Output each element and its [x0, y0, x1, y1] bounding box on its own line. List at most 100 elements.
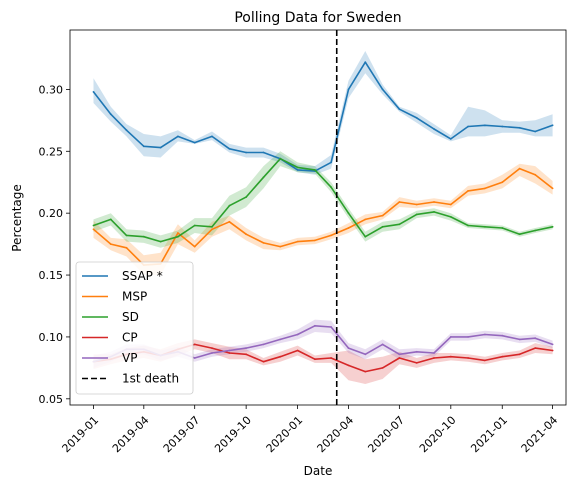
point-series-1-25: [519, 168, 521, 170]
point-series-0-26: [534, 131, 536, 133]
point-series-4-27: [552, 344, 554, 346]
point-series-2-27: [552, 226, 554, 228]
y-tick-label-1: 0.10: [39, 331, 64, 344]
point-series-4-13: [314, 325, 316, 327]
legend-label-3: CP: [122, 331, 138, 345]
point-series-1-8: [229, 221, 231, 223]
point-series-3-12: [297, 350, 299, 352]
x-tick-label-7: 2020-10: [417, 414, 459, 456]
point-series-2-11: [279, 158, 281, 160]
point-series-2-24: [501, 227, 503, 229]
band-series-0: [94, 51, 553, 175]
point-series-4-18: [399, 353, 401, 355]
point-series-3-20: [433, 357, 435, 359]
point-series-4-10: [263, 344, 265, 346]
point-series-3-13: [314, 358, 316, 360]
point-series-2-1: [110, 219, 112, 221]
point-series-3-14: [330, 357, 332, 359]
point-series-1-13: [314, 240, 316, 242]
point-series-2-25: [519, 233, 521, 235]
point-series-3-6: [194, 344, 196, 346]
point-series-1-10: [263, 242, 265, 244]
point-series-4-14: [330, 326, 332, 328]
point-series-2-0: [93, 225, 95, 227]
point-series-3-23: [484, 360, 486, 362]
point-series-2-2: [126, 235, 128, 237]
point-series-1-27: [552, 188, 554, 190]
point-series-3-18: [399, 357, 401, 359]
point-series-0-2: [126, 129, 128, 131]
x-axis-label: Date: [304, 464, 333, 478]
point-series-0-27: [552, 124, 554, 126]
point-series-2-8: [229, 205, 231, 207]
point-series-0-24: [501, 126, 503, 128]
point-series-4-16: [364, 353, 366, 355]
point-series-0-5: [177, 136, 179, 138]
point-series-2-5: [177, 236, 179, 238]
point-series-1-23: [484, 188, 486, 190]
point-series-1-12: [297, 241, 299, 243]
point-series-0-17: [382, 89, 384, 91]
point-series-4-22: [467, 336, 469, 338]
point-series-3-27: [552, 350, 554, 352]
point-series-1-14: [330, 235, 332, 237]
point-series-3-15: [348, 365, 350, 367]
point-series-0-16: [364, 61, 366, 63]
x-tick-label-3: 2019-10: [212, 414, 254, 456]
point-series-4-7: [211, 352, 213, 354]
point-series-1-1: [110, 243, 112, 245]
point-series-0-21: [450, 138, 452, 140]
point-series-0-12: [297, 169, 299, 171]
point-series-0-0: [93, 91, 95, 93]
point-series-0-23: [484, 124, 486, 126]
y-tick-label-0: 0.05: [39, 393, 64, 406]
point-series-4-26: [534, 337, 536, 339]
point-series-2-4: [160, 241, 162, 243]
legend-label-2: SD: [122, 310, 139, 324]
point-series-0-25: [519, 127, 521, 129]
point-series-1-7: [211, 228, 213, 230]
point-series-3-22: [467, 357, 469, 359]
point-series-2-10: [263, 176, 265, 178]
x-axis-ticks: 2019-01 2019-04 2019-07 2019-10 2020-01 2020-…: [60, 405, 561, 455]
point-series-3-10: [263, 361, 265, 363]
point-series-2-16: [364, 236, 366, 238]
y-axis-label: Percentage: [10, 184, 24, 252]
point-series-0-14: [330, 162, 332, 164]
point-series-4-23: [484, 334, 486, 336]
point-series-4-25: [519, 339, 521, 341]
legend: SSAP * MSP SD CP VP 1st death: [76, 262, 193, 394]
point-series-2-7: [211, 226, 213, 228]
point-series-2-13: [314, 169, 316, 171]
point-series-2-22: [467, 225, 469, 227]
x-tick-label-9: 2021-04: [519, 414, 561, 456]
point-series-4-11: [279, 339, 281, 341]
point-series-3-25: [519, 353, 521, 355]
point-series-4-20: [433, 352, 435, 354]
point-series-4-15: [348, 347, 350, 349]
point-series-3-9: [245, 353, 247, 355]
point-series-4-8: [229, 350, 231, 352]
point-series-1-15: [348, 227, 350, 229]
point-series-1-21: [450, 204, 452, 206]
point-series-4-21: [450, 336, 452, 338]
point-series-0-18: [399, 108, 401, 110]
point-series-3-16: [364, 371, 366, 373]
point-series-0-22: [467, 126, 469, 128]
point-series-2-20: [433, 211, 435, 213]
point-series-2-15: [348, 212, 350, 214]
point-series-0-20: [433, 128, 435, 130]
point-series-0-15: [348, 89, 350, 91]
point-series-0-9: [245, 152, 247, 154]
point-series-1-9: [245, 233, 247, 235]
point-series-4-24: [501, 335, 503, 337]
chart-title: Polling Data for Sweden: [234, 10, 401, 26]
legend-label-0: SSAP *: [122, 269, 163, 283]
point-series-1-2: [126, 247, 128, 249]
point-series-2-12: [297, 167, 299, 169]
point-series-3-17: [382, 367, 384, 369]
x-tick-label-0: 2019-01: [60, 414, 102, 456]
point-series-1-17: [382, 215, 384, 217]
legend-label-5: 1st death: [122, 372, 179, 386]
point-series-2-17: [382, 226, 384, 228]
